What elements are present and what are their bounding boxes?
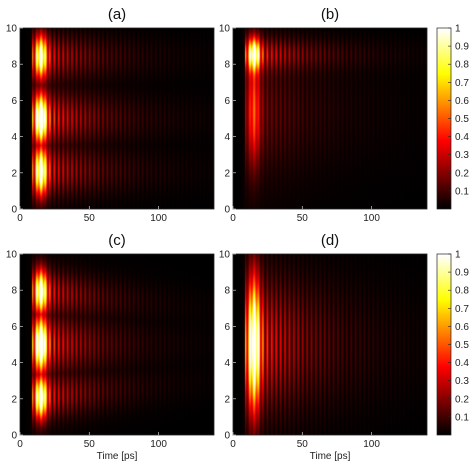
- colorbar-tick-label: 0.2: [455, 394, 469, 405]
- y-tick-label: 4: [224, 132, 230, 143]
- colorbar-tick-label: 0.1: [455, 412, 469, 423]
- colorbar-tick-label: 0.7: [455, 78, 469, 89]
- x-tick-label: 100: [363, 213, 380, 224]
- y-tick-label: 6: [11, 96, 17, 107]
- y-tick-label: 10: [6, 24, 18, 35]
- y-tick-label: 0: [11, 205, 17, 216]
- plot-frame: [19, 253, 215, 436]
- y-tick-label: 4: [11, 132, 17, 143]
- colorbar-tick-label: 0.4: [455, 358, 469, 369]
- colorbar-tick-label: 0.3: [455, 150, 469, 161]
- x-tick-label: 100: [150, 213, 167, 224]
- plot-frame: [19, 27, 215, 210]
- heatmap-image: [233, 28, 427, 209]
- y-tick-label: 2: [224, 394, 230, 405]
- colorbar: [437, 254, 451, 435]
- x-axis-label: Time [ps]: [310, 451, 351, 462]
- panel-title: (c): [108, 232, 126, 249]
- panel-title: (a): [108, 6, 126, 23]
- colorbar-tick-label: 0.8: [455, 286, 469, 297]
- x-tick-label: 100: [150, 439, 167, 450]
- colorbar-tick-label: 0.9: [455, 42, 469, 53]
- colorbar-tick-label: 0.4: [455, 132, 469, 143]
- x-tick-label: 0: [230, 439, 236, 450]
- colorbar-tick-label: 0.1: [455, 186, 469, 197]
- x-tick-label: 50: [84, 213, 96, 224]
- colorbar: [437, 28, 451, 209]
- panel-title: (d): [321, 232, 339, 249]
- y-tick-label: 10: [219, 250, 231, 261]
- y-tick-label: 8: [224, 286, 230, 297]
- y-tick-label: 8: [11, 60, 17, 71]
- colorbar-tick-label: 1: [455, 250, 461, 261]
- y-tick-label: 6: [224, 96, 230, 107]
- colorbar-tick-label: 0.9: [455, 268, 469, 279]
- y-tick-label: 2: [11, 394, 17, 405]
- colorbar-tick-label: 0.8: [455, 60, 469, 71]
- colorbar-tick-label: 0.6: [455, 96, 469, 107]
- y-tick-label: 8: [224, 60, 230, 71]
- y-tick-label: 6: [224, 322, 230, 333]
- colorbar-tick-label: 1: [455, 24, 461, 35]
- x-tick-label: 100: [363, 439, 380, 450]
- y-tick-label: 4: [11, 358, 17, 369]
- heatmap-image: [20, 28, 214, 209]
- y-tick-label: 2: [11, 168, 17, 179]
- x-tick-label: 0: [230, 213, 236, 224]
- y-tick-label: 10: [6, 250, 18, 261]
- colorbar-tick-label: 0.3: [455, 376, 469, 387]
- y-tick-label: 2: [224, 168, 230, 179]
- x-axis-label: Time [ps]: [97, 451, 138, 462]
- x-tick-label: 0: [17, 213, 23, 224]
- plot-frame: [232, 253, 428, 436]
- y-tick-label: 6: [11, 322, 17, 333]
- x-tick-label: 50: [84, 439, 96, 450]
- heatmap-image: [20, 254, 214, 435]
- plot-frame: [232, 27, 428, 210]
- y-tick-label: 4: [224, 358, 230, 369]
- y-tick-label: 8: [11, 286, 17, 297]
- colorbar-tick-label: 0.5: [455, 114, 469, 125]
- y-tick-label: 0: [224, 431, 230, 442]
- y-tick-label: 10: [219, 24, 231, 35]
- colorbar-tick-label: 0.7: [455, 304, 469, 315]
- x-tick-label: 50: [297, 213, 309, 224]
- x-tick-label: 0: [17, 439, 23, 450]
- colorbar-tick-label: 0.5: [455, 340, 469, 351]
- x-tick-label: 50: [297, 439, 309, 450]
- colorbar-tick-label: 0.6: [455, 322, 469, 333]
- panel-title: (b): [321, 6, 339, 23]
- y-tick-label: 0: [224, 205, 230, 216]
- colorbar-tick-label: 0.2: [455, 168, 469, 179]
- y-tick-label: 0: [11, 431, 17, 442]
- heatmap-image: [233, 254, 427, 435]
